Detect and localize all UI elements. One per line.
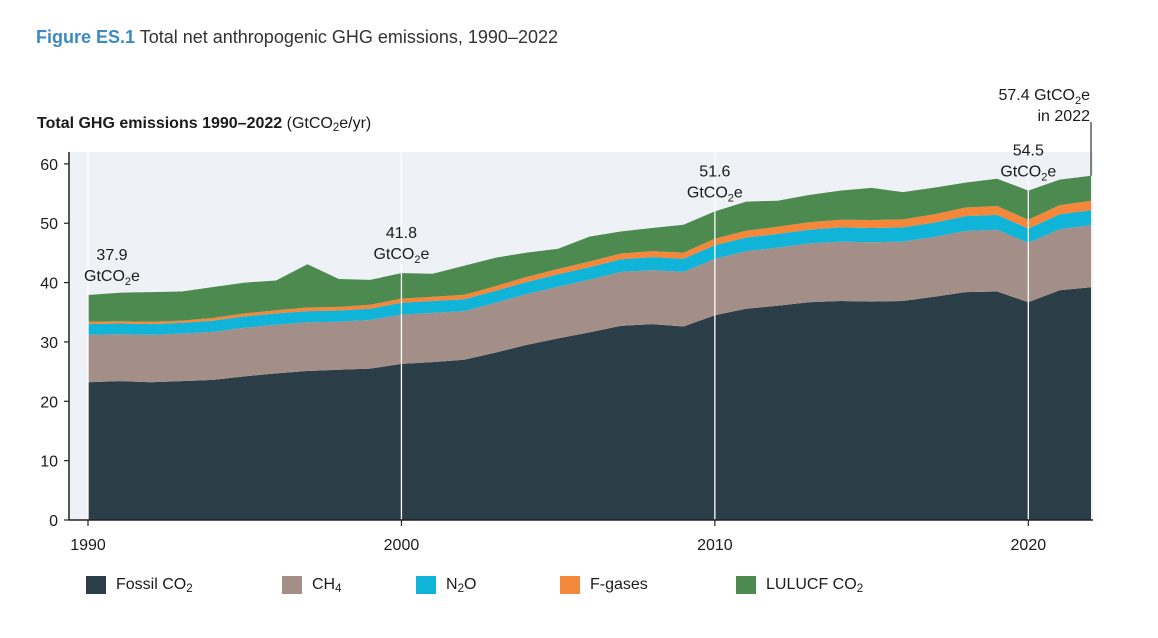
legend-item-fossil: Fossil CO2 <box>86 576 193 595</box>
chart-legend: Fossil CO2 CH4 N2O F-gases LULUCF CO2 <box>86 576 986 600</box>
figure-title: Figure ES.1 Total net anthropogenic GHG … <box>36 27 558 48</box>
y-tick-label: 40 <box>40 276 58 293</box>
area-series-fossil <box>88 287 1091 520</box>
legend-swatch-n2o <box>416 576 436 594</box>
x-tick-label: 2020 <box>1011 537 1047 554</box>
annotation-label-2010: GtCO2e <box>687 184 743 204</box>
annotation-label-2000: 41.8 <box>386 225 417 242</box>
annotation-label-2000: GtCO2e <box>373 246 429 266</box>
legend-item-lulucf: LULUCF CO2 <box>736 576 864 595</box>
legend-swatch-ch4 <box>282 576 302 594</box>
annotation-label-2020: GtCO2e <box>1000 164 1056 184</box>
legend-item-n2o: N2O <box>416 576 477 595</box>
figure-title-text: Total net anthropogenic GHG emissions, 1… <box>139 27 558 47</box>
y-tick-label: 0 <box>49 513 58 530</box>
annotation-label-2022: 57.4 GtCO2e <box>998 87 1090 107</box>
legend-label-fossil: Fossil CO2 <box>116 576 193 595</box>
area-series-lulucf <box>88 175 1091 322</box>
legend-label-lulucf: LULUCF CO2 <box>766 576 864 595</box>
annotation-label-2022: in 2022 <box>1038 108 1091 125</box>
x-tick-label: 2010 <box>697 537 733 554</box>
legend-label-fgas: F-gases <box>590 576 648 593</box>
emissions-area-chart: 0 10 20 30 40 50 60 1990 2000 2010 2020 37.9 GtCO2e 4… <box>40 87 1093 554</box>
y-tick-label: 20 <box>40 394 58 411</box>
legend-swatch-lulucf <box>736 576 756 594</box>
annotation-label-2010: 51.6 <box>699 163 730 180</box>
area-series-fgas <box>88 200 1091 325</box>
legend-item-ch4: CH4 <box>282 576 342 595</box>
chart-title-text: Total GHG emissions 1990–2022 <box>37 115 283 132</box>
annotation-label-2020: 54.5 <box>1013 143 1044 160</box>
y-tick-label: 60 <box>40 157 58 174</box>
legend-swatch-fossil <box>86 576 106 594</box>
y-tick-label: 30 <box>40 335 58 352</box>
area-series-ch4 <box>88 225 1091 383</box>
annotation-label-1990: GtCO2e <box>84 268 140 288</box>
legend-item-fgas: F-gases <box>560 576 648 594</box>
y-tick-label: 50 <box>40 216 58 233</box>
legend-label-ch4: CH4 <box>312 576 342 595</box>
annotation-label-1990: 37.9 <box>96 247 127 264</box>
chart-title: Total GHG emissions 1990–2022 (GtCO2e/yr… <box>37 115 372 134</box>
x-tick-label: 2000 <box>384 537 420 554</box>
x-tick-label: 1990 <box>70 537 106 554</box>
y-tick-label: 10 <box>40 454 58 471</box>
area-series-n2o <box>88 210 1091 335</box>
figure-label: Figure ES.1 <box>36 27 136 47</box>
legend-label-n2o: N2O <box>446 576 477 595</box>
chart-title-unit: (GtCO2e/yr) <box>286 115 372 134</box>
legend-swatch-fgas <box>560 576 580 594</box>
